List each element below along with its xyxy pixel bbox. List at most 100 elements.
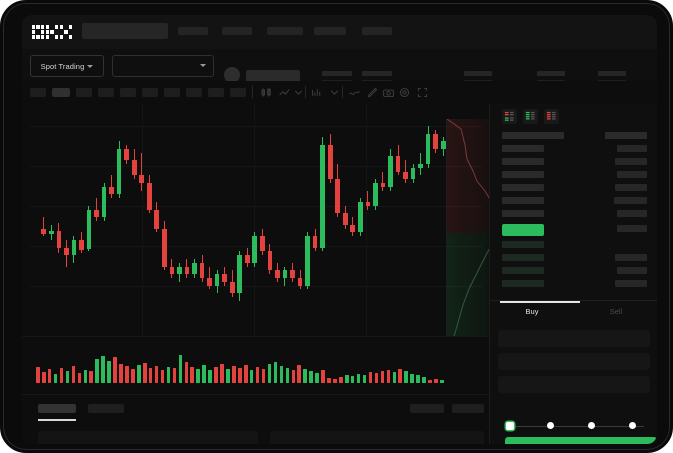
- volume-bar: [47, 369, 52, 383]
- candle-body: [418, 164, 423, 168]
- submit-order-button[interactable]: [505, 437, 657, 444]
- volume-bar: [83, 370, 88, 383]
- okx-logo-icon[interactable]: [32, 25, 72, 39]
- order-price-field[interactable]: [498, 330, 650, 347]
- volume-bar: [148, 368, 153, 383]
- orderbook-mode-bids[interactable]: [523, 109, 538, 124]
- orderbook-ask-row[interactable]: [502, 184, 544, 191]
- candle-body: [237, 255, 243, 294]
- search-input[interactable]: [82, 23, 168, 39]
- nav-item-5[interactable]: [362, 27, 392, 35]
- volume-bar: [95, 359, 99, 383]
- timeframe-chip-10[interactable]: [230, 88, 246, 97]
- timeframe-chip-1[interactable]: [30, 88, 46, 97]
- tab-open-orders[interactable]: [38, 404, 76, 413]
- volume-bar: [285, 368, 290, 383]
- timeframe-chip-5[interactable]: [120, 88, 136, 97]
- orderbook-ask-row[interactable]: [502, 145, 544, 152]
- orderbook-list[interactable]: [490, 128, 657, 314]
- volume-bar: [315, 373, 319, 383]
- slider-node-3[interactable]: [629, 422, 636, 429]
- toolbar-divider: [342, 86, 343, 98]
- orderbook-ask-row[interactable]: [502, 210, 544, 217]
- timeframe-chip-7[interactable]: [164, 88, 180, 97]
- timeframe-chip-3[interactable]: [76, 88, 92, 97]
- chevron-down-icon[interactable]: [292, 86, 305, 99]
- volume-bar: [137, 365, 141, 383]
- tab-sell[interactable]: Sell: [609, 307, 623, 316]
- orderbook-ask-row[interactable]: [502, 158, 544, 165]
- candle-body: [101, 186, 107, 218]
- orderbook-mode-both[interactable]: [502, 109, 517, 124]
- tab-buy[interactable]: Buy: [525, 307, 539, 316]
- candle-body: [184, 266, 190, 275]
- candle-body: [305, 236, 310, 286]
- volume-bar: [404, 371, 408, 383]
- coin-avatar: [224, 67, 240, 83]
- candle-body: [357, 202, 363, 233]
- indicators-icon[interactable]: [310, 86, 323, 99]
- action-1[interactable]: [410, 404, 444, 413]
- orderbook-bid-row[interactable]: [502, 280, 544, 287]
- tab-order-history[interactable]: [88, 404, 124, 413]
- candle-wick: [96, 198, 98, 221]
- slider-node-2[interactable]: [588, 422, 595, 429]
- trend-line-icon[interactable]: [348, 86, 361, 99]
- settings-gear-icon[interactable]: [398, 86, 411, 99]
- volume-bar: [350, 376, 355, 383]
- line-chart-icon[interactable]: [278, 86, 291, 99]
- volume-histogram: [22, 336, 489, 395]
- candle-wick: [43, 217, 45, 237]
- volume-series: [22, 337, 489, 395]
- volume-bar: [243, 365, 248, 383]
- timeframe-chip-2[interactable]: [52, 88, 70, 97]
- orderbook-bid-row[interactable]: [502, 267, 544, 274]
- nav-item-3[interactable]: [267, 27, 303, 35]
- order-entry-form: [490, 326, 657, 426]
- candle-body: [154, 209, 160, 229]
- candlestick-price-chart[interactable]: [22, 104, 489, 336]
- action-2[interactable]: [452, 404, 484, 413]
- pair-select-dropdown[interactable]: [112, 55, 214, 77]
- nav-item-2[interactable]: [222, 27, 252, 35]
- volume-bar: [422, 377, 426, 383]
- orders-placeholder-row-2: [270, 431, 484, 444]
- slider-node-1[interactable]: [547, 422, 554, 429]
- volume-bar: [249, 370, 254, 383]
- volume-bar: [238, 368, 242, 383]
- orderbook-ask-row[interactable]: [502, 171, 544, 178]
- orderbook-bid-row[interactable]: [502, 241, 544, 248]
- volume-bar: [303, 369, 307, 383]
- slider-node-0[interactable]: [506, 421, 514, 430]
- order-amount-field[interactable]: [498, 353, 650, 370]
- amount-percent-slider[interactable]: [502, 421, 650, 431]
- candle-body: [395, 156, 401, 172]
- nav-item-4[interactable]: [314, 27, 346, 35]
- orderbook-bid-row[interactable]: [502, 254, 544, 261]
- orderbook-ask-row[interactable]: [502, 197, 544, 204]
- chevron-down-icon[interactable]: [328, 86, 341, 99]
- order-total-field[interactable]: [498, 376, 650, 393]
- candle-body: [214, 274, 220, 286]
- timeframe-chip-4[interactable]: [98, 88, 114, 97]
- camera-icon[interactable]: [382, 86, 395, 99]
- orderbook-ask-amount: [615, 158, 647, 165]
- candle-wick: [111, 175, 113, 199]
- volume-bar: [356, 374, 361, 383]
- timeframe-chip-9[interactable]: [208, 88, 224, 97]
- candle-body: [139, 175, 145, 183]
- candle-wick: [382, 171, 384, 191]
- candle-body: [169, 266, 175, 275]
- pencil-icon[interactable]: [366, 86, 379, 99]
- volume-bar: [59, 368, 64, 383]
- orderbook-mode-asks[interactable]: [544, 109, 559, 124]
- fullscreen-icon[interactable]: [416, 86, 429, 99]
- candlestick-chart-icon[interactable]: [260, 86, 273, 99]
- volume-bar: [208, 370, 212, 383]
- volume-bar: [119, 364, 123, 383]
- spot-trading-selector[interactable]: Spot Trading: [30, 55, 104, 77]
- volume-bar: [297, 365, 301, 383]
- nav-item-1[interactable]: [178, 27, 208, 35]
- timeframe-chip-6[interactable]: [142, 88, 158, 97]
- timeframe-chip-8[interactable]: [186, 88, 202, 97]
